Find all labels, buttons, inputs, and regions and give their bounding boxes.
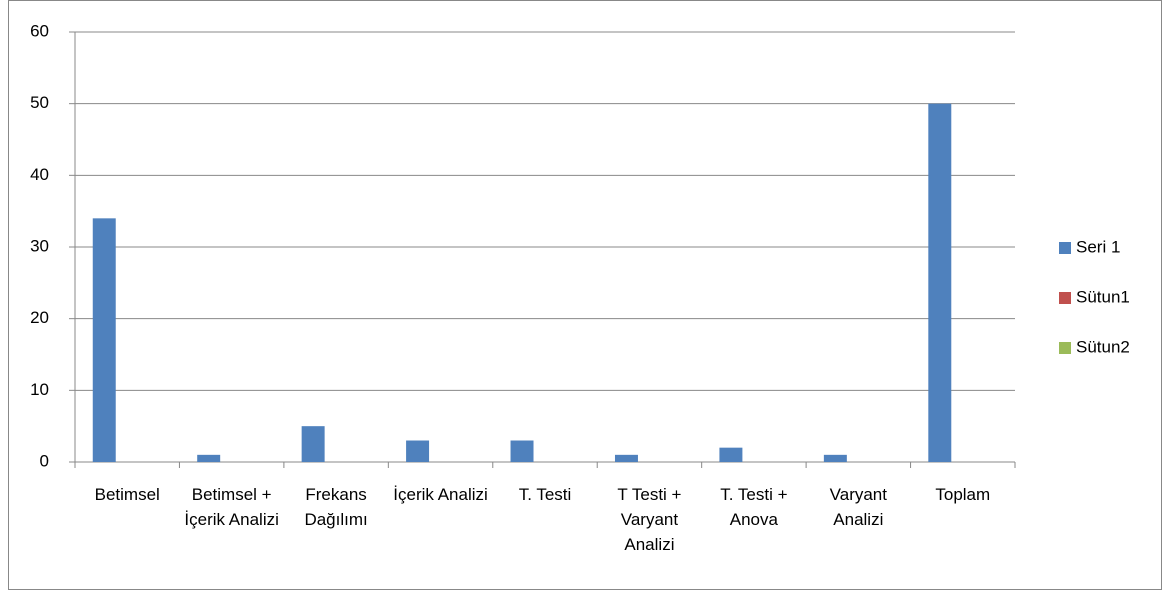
legend-swatch <box>1059 342 1071 354</box>
y-tick-label: 60 <box>30 21 49 40</box>
bar <box>301 426 325 462</box>
legend-swatch <box>1059 292 1071 304</box>
legend-label: Seri 1 <box>1076 237 1120 256</box>
bar <box>719 447 743 462</box>
bar <box>823 454 847 462</box>
y-tick-label: 30 <box>30 236 49 255</box>
y-tick-label: 40 <box>30 165 49 184</box>
chart-border <box>8 0 1162 590</box>
y-tick-label: 10 <box>30 380 49 399</box>
bar <box>197 454 221 462</box>
x-tick-label: Varyant Analizi <box>829 485 887 529</box>
legend-label: Sütun2 <box>1076 337 1130 356</box>
x-tick-label: T. Testi + Anova <box>720 485 788 529</box>
y-tick-label: 50 <box>30 93 49 112</box>
bar <box>928 103 952 463</box>
y-tick-label: 0 <box>40 451 49 470</box>
legend-swatch <box>1059 242 1071 254</box>
bar <box>614 454 638 462</box>
x-tick-label: Frekans Dağılımı <box>304 485 368 529</box>
x-tick-label: T. Testi <box>518 485 572 504</box>
x-tick-label: Betimsel <box>94 485 160 504</box>
y-tick-label: 20 <box>30 308 49 327</box>
bar <box>92 218 116 462</box>
bar <box>510 440 534 462</box>
bar <box>406 440 430 462</box>
x-tick-label: İçerik Analizi <box>393 485 488 504</box>
x-tick-label: T Testi + Varyant Analizi <box>617 485 682 554</box>
x-tick-label: Betimsel + İçerik Analizi <box>184 485 279 529</box>
x-tick-label: Toplam <box>935 485 991 504</box>
legend-label: Sütun1 <box>1076 287 1130 306</box>
